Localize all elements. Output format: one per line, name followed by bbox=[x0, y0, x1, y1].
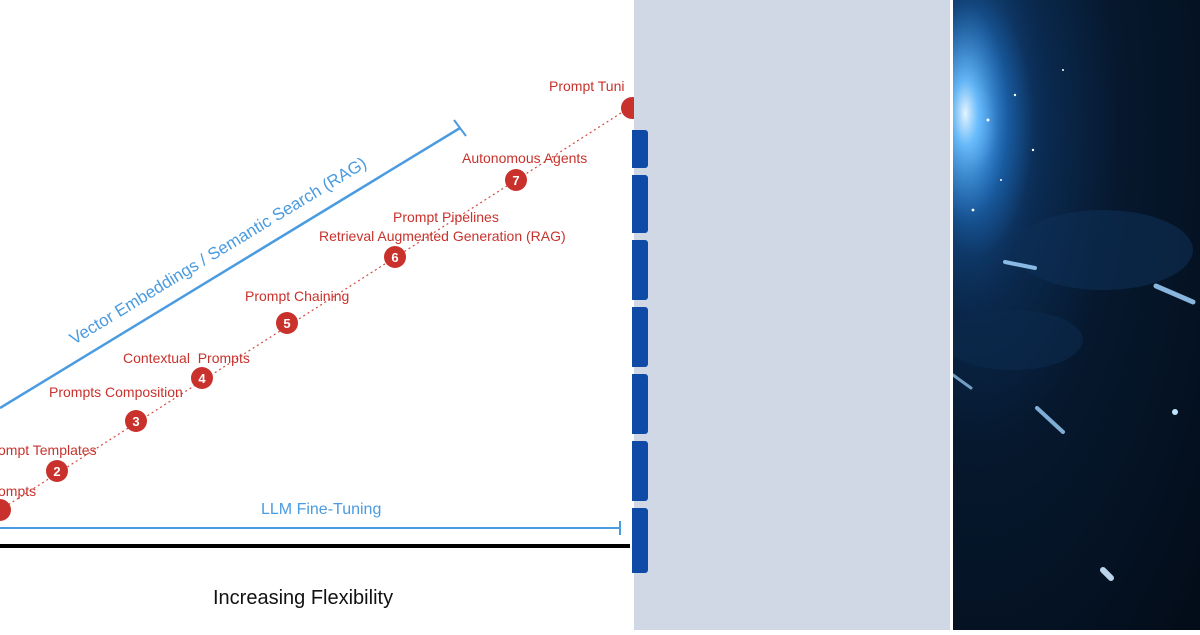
step-7-marker bbox=[505, 169, 527, 191]
step-6: 6 Prompt Pipelines Retrieval Augmented G… bbox=[319, 209, 566, 268]
step-4-marker bbox=[191, 367, 213, 389]
progression-line bbox=[0, 105, 633, 511]
step-3-number: 3 bbox=[132, 414, 139, 429]
step-1-label: ompts bbox=[0, 483, 36, 499]
step-8: Prompt Tuni bbox=[549, 78, 643, 119]
rag-line-endcap bbox=[453, 119, 467, 137]
space-particles-image bbox=[953, 0, 1200, 630]
step-3-marker bbox=[125, 410, 147, 432]
step-6-label: Prompt Pipelines bbox=[393, 209, 499, 225]
step-6-marker bbox=[384, 246, 406, 268]
step-6-number: 6 bbox=[391, 250, 398, 265]
step-3: 3 Prompts Composition bbox=[49, 384, 183, 432]
step-5-label: Prompt Chaining bbox=[245, 288, 349, 304]
side-tab-3[interactable] bbox=[632, 240, 648, 300]
step-2: 2 ompt Templates bbox=[0, 442, 97, 482]
side-tab-6[interactable] bbox=[632, 441, 648, 501]
side-tab-5[interactable] bbox=[632, 374, 648, 434]
step-7-label: Autonomous Agents bbox=[462, 150, 587, 166]
step-4: 4 Contextual Prompts bbox=[123, 350, 250, 389]
step-6-label-secondary: Retrieval Augmented Generation (RAG) bbox=[319, 228, 566, 244]
step-8-label: Prompt Tuni bbox=[549, 78, 624, 94]
flexibility-diagram: Vector Embeddings / Semantic Search (RAG… bbox=[0, 78, 643, 609]
step-3-label: Prompts Composition bbox=[49, 384, 183, 400]
step-2-marker bbox=[46, 460, 68, 482]
side-tab-7[interactable] bbox=[632, 508, 648, 573]
x-axis-title: Increasing Flexibility bbox=[213, 587, 393, 609]
step-7: 7 Autonomous Agents bbox=[462, 150, 587, 191]
step-2-number: 2 bbox=[53, 464, 60, 479]
gray-side-panel bbox=[634, 0, 950, 630]
step-5: 5 Prompt Chaining bbox=[245, 288, 349, 334]
space-particles-graphic bbox=[953, 0, 1200, 630]
side-tab-strip bbox=[632, 130, 648, 575]
rag-line bbox=[0, 126, 461, 410]
side-tab-4[interactable] bbox=[632, 307, 648, 367]
step-1-marker bbox=[0, 499, 11, 521]
side-tab-2[interactable] bbox=[632, 175, 648, 233]
step-7-number: 7 bbox=[512, 173, 519, 188]
step-8-marker bbox=[621, 97, 643, 119]
step-4-label: Contextual Prompts bbox=[123, 350, 250, 366]
step-2-label: ompt Templates bbox=[0, 442, 97, 458]
step-4-number: 4 bbox=[198, 371, 206, 386]
step-5-number: 5 bbox=[283, 316, 290, 331]
step-5-marker bbox=[276, 312, 298, 334]
rag-line-label: Vector Embeddings / Semantic Search (RAG… bbox=[66, 154, 370, 349]
side-tab-1[interactable] bbox=[632, 130, 648, 168]
fine-tuning-label: LLM Fine-Tuning bbox=[261, 501, 381, 518]
step-1: ompts bbox=[0, 483, 36, 521]
